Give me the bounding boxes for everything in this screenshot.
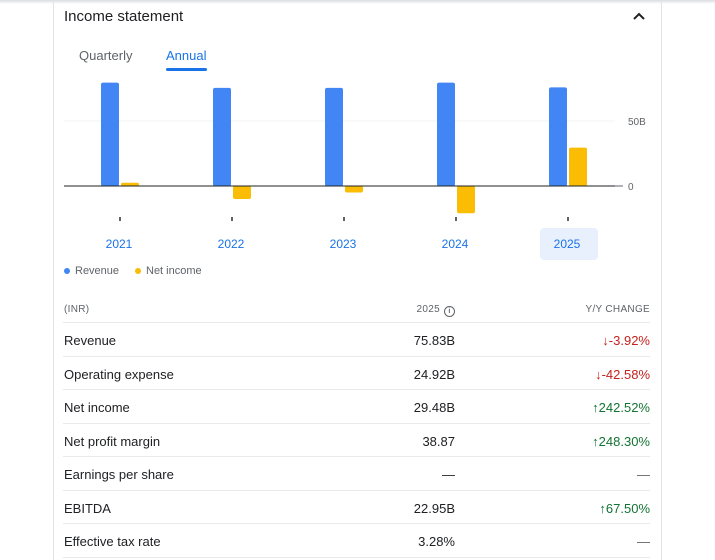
table-header: (INR) 2025 i Y/Y CHANGE — [63, 296, 650, 323]
row-value: 3.28% — [418, 534, 455, 549]
row-label: Effective tax rate — [64, 534, 161, 549]
revenue-legend-dot — [64, 268, 70, 274]
row-value: 29.48B — [413, 400, 455, 415]
x-tick-label: 2024 — [442, 237, 469, 251]
y-tick-label: 50B — [628, 117, 646, 128]
net-income-bar — [345, 186, 363, 193]
arrow-up-icon: ↑ — [599, 500, 606, 516]
section-title: Income statement — [64, 8, 184, 25]
revenue-bar — [213, 87, 231, 186]
net-income-bar — [233, 186, 251, 199]
arrow-up-icon: ↑ — [592, 433, 599, 449]
row-change-value: -3.92% — [608, 333, 650, 348]
row-value: 38.87 — [422, 433, 455, 449]
tab-annual[interactable]: Annual — [166, 48, 207, 63]
row-value: 22.95B — [413, 500, 455, 516]
legend-net-income: Net income — [135, 265, 202, 277]
legend-revenue: Revenue — [64, 265, 119, 277]
info-icon[interactable]: i — [444, 306, 455, 317]
row-change: ↑248.30% — [592, 434, 650, 449]
top-edge-shadow — [0, 0, 715, 4]
y-tick-label: 0 — [628, 182, 634, 193]
row-label: EBITDA — [64, 500, 111, 516]
header-currency: (INR) — [64, 304, 90, 315]
x-tick-label: 2025 — [554, 237, 581, 251]
financials-table: (INR) 2025 i Y/Y CHANGE Revenue 75.83B ↓-3.… — [63, 296, 650, 558]
row-change: ↓-42.58% — [595, 367, 650, 382]
arrow-down-icon: ↓ — [595, 366, 602, 382]
active-tab-indicator — [166, 68, 207, 71]
legend-revenue-label: Revenue — [75, 265, 120, 277]
header-year: 2025 i — [417, 304, 455, 317]
row-value: 75.83B — [413, 333, 455, 348]
row-label: Net income — [64, 400, 130, 415]
arrow-down-icon: ↓ — [602, 333, 609, 348]
row-change-value: — — [637, 534, 650, 549]
table-row: Earnings per share — — — [63, 457, 650, 491]
row-label: Revenue — [64, 333, 117, 348]
arrow-up-icon: ↑ — [592, 400, 599, 415]
revenue-bar — [325, 87, 343, 186]
table-row: Revenue 75.83B ↓-3.92% — [63, 323, 650, 357]
row-change: ↓-3.92% — [602, 333, 650, 348]
net-income-bar — [569, 147, 587, 186]
table-row: Net income 29.48B ↑242.52% — [63, 390, 650, 424]
net-income-bar — [457, 186, 475, 214]
revenue-bar — [101, 82, 119, 186]
table-row: Effective tax rate 3.28% — — [63, 524, 650, 558]
revenue-bar — [549, 87, 567, 186]
row-value: — — [442, 467, 455, 482]
x-tick-mark — [567, 217, 569, 221]
row-value: 24.92B — [413, 366, 455, 382]
row-change: — — [637, 467, 650, 482]
revenue-bar — [437, 82, 455, 186]
row-change-value: 242.52% — [598, 400, 650, 415]
selected-year-highlight — [540, 228, 598, 260]
row-change: ↑67.50% — [599, 501, 650, 516]
net-income-bar — [121, 182, 139, 186]
row-change-value: — — [637, 467, 650, 482]
x-tick-mark — [119, 217, 121, 221]
x-tick-mark — [231, 217, 233, 221]
tab-quarterly[interactable]: Quarterly — [79, 48, 133, 63]
row-change-value: -42.58% — [601, 366, 650, 382]
income-statement-card — [53, 0, 662, 560]
header-year-label: 2025 — [416, 304, 440, 315]
row-change: ↑242.52% — [592, 400, 650, 415]
x-tick-label: 2021 — [106, 237, 133, 251]
table-row: Operating expense 24.92B ↓-42.58% — [63, 357, 650, 390]
net-income-legend-dot — [135, 268, 141, 274]
legend-net-income-label: Net income — [146, 265, 202, 277]
x-tick-label: 2022 — [218, 237, 245, 251]
header-change: Y/Y CHANGE — [585, 304, 650, 315]
x-tick-label: 2023 — [330, 237, 357, 251]
chevron-up-icon[interactable] — [630, 8, 648, 26]
x-tick-mark — [455, 217, 457, 221]
table-row: Net profit margin 38.87 ↑248.30% — [63, 424, 650, 457]
row-change-value: 67.50% — [605, 500, 650, 516]
table-row: EBITDA 22.95B ↑67.50% — [63, 491, 650, 524]
row-change-value: 248.30% — [598, 433, 650, 449]
row-label: Operating expense — [64, 366, 174, 382]
row-label: Net profit margin — [64, 433, 161, 449]
row-label: Earnings per share — [64, 467, 174, 482]
row-change: — — [637, 534, 650, 549]
income-chart: 0 50B 2021 2022 2023 2024 2025 — [64, 82, 646, 251]
x-tick-mark — [343, 217, 345, 221]
